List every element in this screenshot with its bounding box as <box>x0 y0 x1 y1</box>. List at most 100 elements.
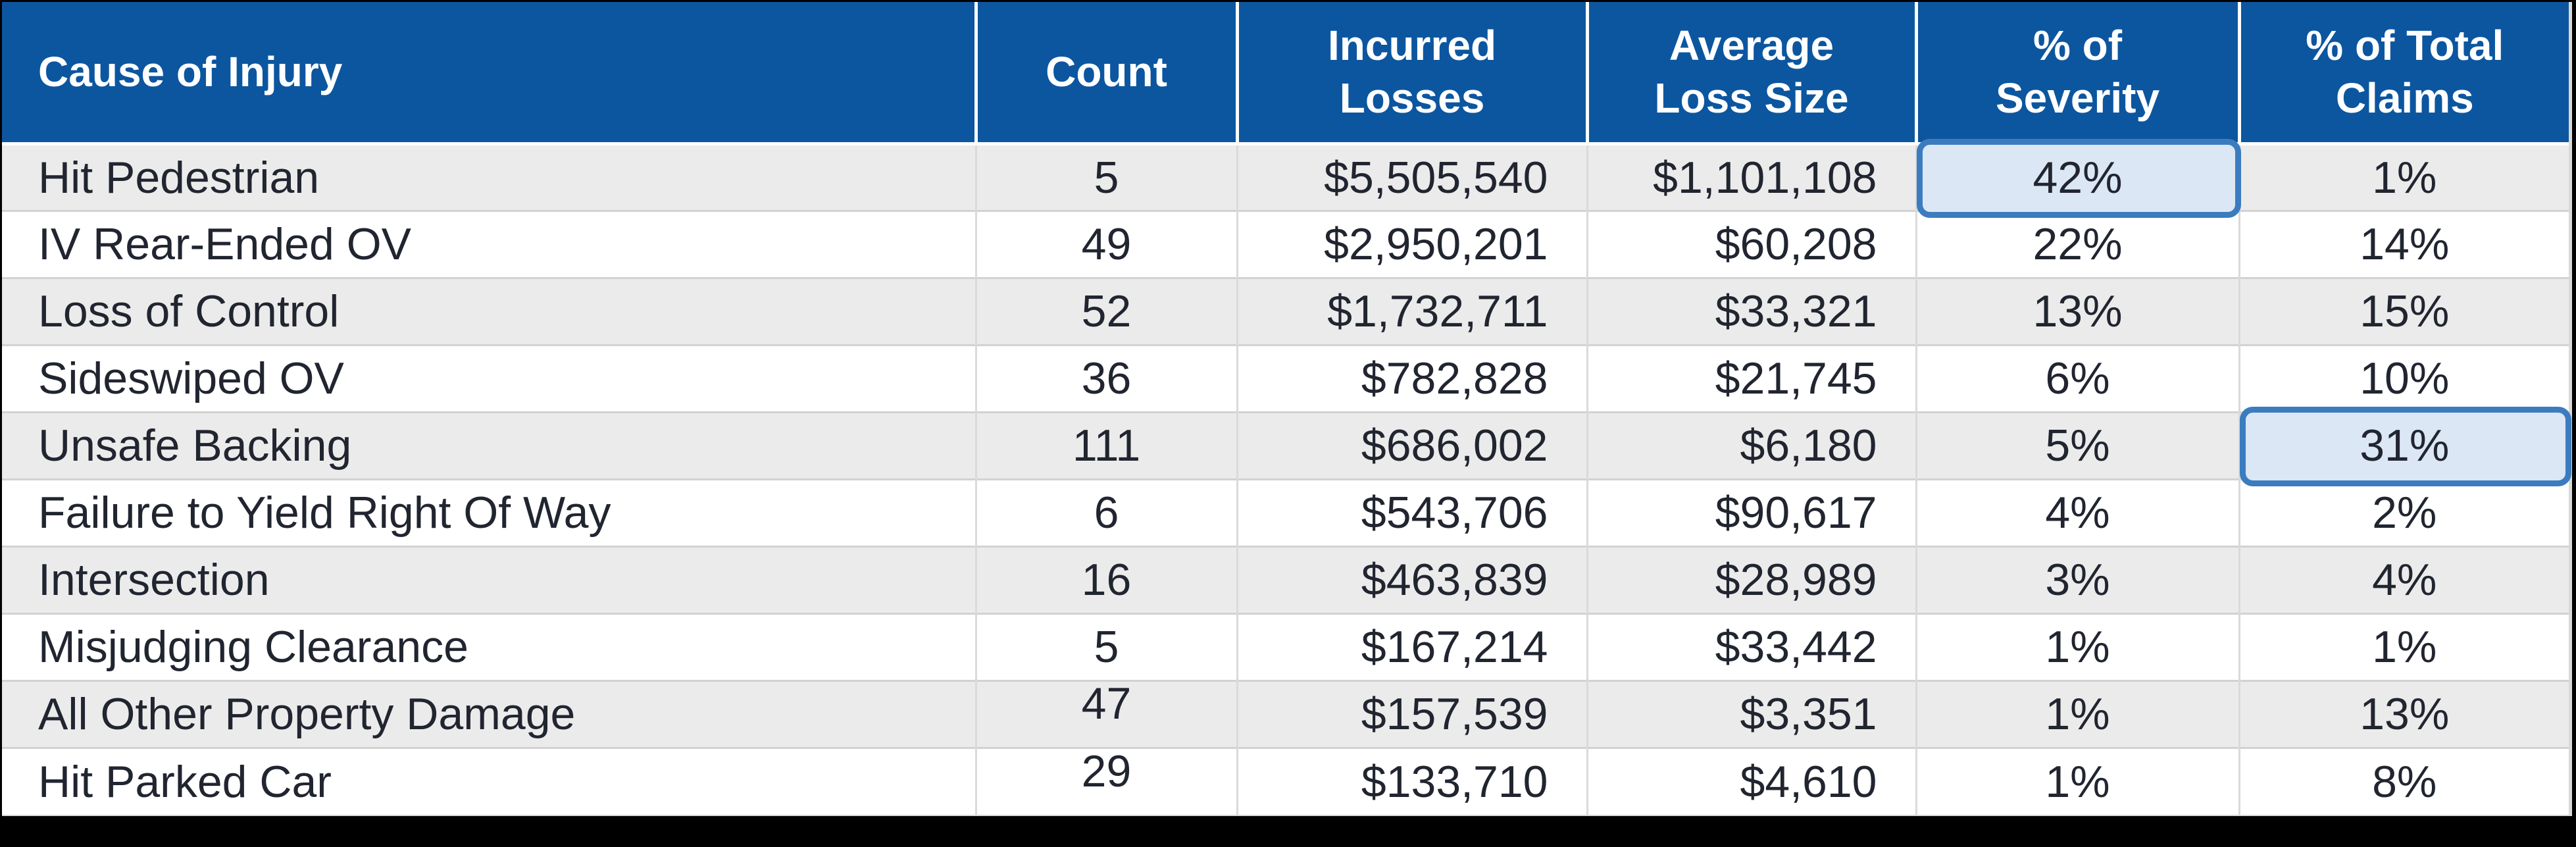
cell-severity[interactable]: 6% <box>1915 344 2239 412</box>
cell-count[interactable]: 6 <box>974 478 1237 546</box>
cell-severity[interactable]: 5% <box>1915 411 2239 479</box>
cell-value: $28,989 <box>1715 555 1877 605</box>
cell-incurred[interactable]: $463,839 <box>1236 545 1587 613</box>
cell-cause[interactable]: All Other Property Damage <box>2 679 976 748</box>
cell-count[interactable]: 5 <box>974 612 1237 680</box>
table-row: Sideswiped OV 36 $782,828 $21,745 6% 10% <box>2 344 2569 412</box>
cell-severity[interactable]: 13% <box>1915 276 2239 345</box>
cell-count[interactable]: 49 <box>974 209 1237 278</box>
cell-cause[interactable]: Failure to Yield Right Of Way <box>2 478 976 546</box>
cell-severity[interactable]: 1% <box>1915 746 2239 815</box>
column-header-label: % of Total Claims <box>2306 22 2504 122</box>
table-row: Loss of Control 52 $1,732,711 $33,321 13% 15% <box>2 276 2569 345</box>
cell-severity[interactable]: 4% <box>1915 478 2239 546</box>
cell-avg[interactable]: $33,442 <box>1586 612 1916 680</box>
cell-avg[interactable]: $3,351 <box>1586 679 1916 748</box>
cell-severity[interactable]: 1% <box>1915 612 2239 680</box>
cell-incurred[interactable]: $543,706 <box>1236 478 1587 546</box>
column-header-label: Cause of Injury <box>38 48 343 96</box>
cell-incurred[interactable]: $157,539 <box>1236 679 1587 748</box>
cell-incurred[interactable]: $133,710 <box>1236 746 1587 815</box>
table-body: Hit Pedestrian 5 $5,505,540 $1,101,108 42% 1%… <box>2 137 2573 815</box>
cell-value: 52 <box>1081 286 1132 336</box>
table-row: IV Rear-Ended OV 49 $2,950,201 $60,208 22% 14… <box>2 209 2569 278</box>
cell-avg[interactable]: $21,745 <box>1586 344 1916 412</box>
cell-incurred[interactable]: $167,214 <box>1236 612 1587 680</box>
cell-value: Unsafe Backing <box>38 421 352 471</box>
cell-claims[interactable]: 8% <box>2238 746 2569 815</box>
cell-claims[interactable]: 4% <box>2238 545 2569 613</box>
cell-count[interactable]: 36 <box>974 344 1237 412</box>
column-header-severity[interactable]: % of Severity <box>1914 2 2239 145</box>
cell-cause[interactable]: Unsafe Backing <box>2 411 976 479</box>
table-row: Failure to Yield Right Of Way 6 $543,706 $9… <box>2 478 2569 546</box>
cell-value: 15% <box>2360 286 2450 336</box>
cell-claims[interactable]: 10% <box>2238 344 2569 412</box>
cell-severity[interactable]: 42% <box>1915 137 2242 216</box>
column-header-claims[interactable]: % of Total Claims <box>2237 2 2569 145</box>
cell-count[interactable]: 47 <box>974 679 1237 748</box>
cell-value: 3% <box>2045 555 2110 605</box>
cell-value: 16 <box>1081 555 1132 605</box>
cell-incurred[interactable]: $686,002 <box>1236 411 1587 479</box>
cell-cause[interactable]: IV Rear-Ended OV <box>2 209 976 278</box>
column-header-count[interactable]: Count <box>974 2 1237 145</box>
cell-value: All Other Property Damage <box>38 689 576 739</box>
cell-cause[interactable]: Misjudging Clearance <box>2 612 976 680</box>
cell-claims[interactable]: 15% <box>2238 276 2569 345</box>
cell-incurred[interactable]: $782,828 <box>1236 344 1587 412</box>
cell-cause[interactable]: Hit Parked Car <box>2 746 976 815</box>
cell-avg[interactable]: $90,617 <box>1586 478 1916 546</box>
cell-cause[interactable]: Hit Pedestrian <box>2 143 976 211</box>
cell-severity[interactable]: 1% <box>1915 679 2239 748</box>
column-header-label: Incurred Losses <box>1327 22 1497 122</box>
cell-value: 31% <box>2360 421 2450 471</box>
cell-value: 1% <box>2045 622 2110 672</box>
cell-value: 2% <box>2372 488 2437 538</box>
cell-cause[interactable]: Loss of Control <box>2 276 976 345</box>
cell-count[interactable]: 52 <box>974 276 1237 345</box>
cell-value: $463,839 <box>1361 555 1548 605</box>
cell-value: $4,610 <box>1740 756 1877 807</box>
cell-claims[interactable]: 14% <box>2238 209 2569 278</box>
column-header-cause[interactable]: Cause of Injury <box>2 2 976 145</box>
cell-avg[interactable]: $1,101,108 <box>1586 143 1916 211</box>
cell-count[interactable]: 16 <box>974 545 1237 613</box>
table-row: Misjudging Clearance 5 $167,214 $33,442 1% 1% <box>2 612 2569 680</box>
cell-claims[interactable]: 1% <box>2238 612 2569 680</box>
cell-avg[interactable]: $6,180 <box>1586 411 1916 479</box>
column-header-avg[interactable]: Average Loss Size <box>1585 2 1916 145</box>
cell-count[interactable]: 111 <box>974 411 1237 479</box>
cell-value: 10% <box>2360 353 2450 403</box>
cell-value: $167,214 <box>1361 622 1548 672</box>
cell-avg[interactable]: $33,321 <box>1586 276 1916 345</box>
column-header-incurred[interactable]: Incurred Losses <box>1235 2 1587 145</box>
cell-value: $6,180 <box>1740 421 1877 471</box>
cell-value: Failure to Yield Right Of Way <box>38 488 611 538</box>
cell-cause[interactable]: Intersection <box>2 545 976 613</box>
cell-claims[interactable]: 1% <box>2238 143 2569 211</box>
cell-value: 1% <box>2372 622 2437 672</box>
cell-severity[interactable]: 3% <box>1915 545 2239 613</box>
injury-claims-table: Cause of Injury Count Incurred Losses Av… <box>2 2 2573 815</box>
cell-avg[interactable]: $28,989 <box>1586 545 1916 613</box>
cell-incurred[interactable]: $2,950,201 <box>1236 209 1587 278</box>
cell-count[interactable]: 29 <box>974 746 1237 815</box>
cell-cause[interactable]: Sideswiped OV <box>2 344 976 412</box>
cell-value: Sideswiped OV <box>38 353 344 403</box>
column-header-label: % of Severity <box>1995 22 2160 122</box>
cell-value: 5% <box>2045 421 2110 471</box>
cell-avg[interactable]: $60,208 <box>1586 209 1916 278</box>
cell-incurred[interactable]: $5,505,540 <box>1236 143 1587 211</box>
cell-claims[interactable]: 13% <box>2238 679 2569 748</box>
cell-avg[interactable]: $4,610 <box>1586 746 1916 815</box>
cell-value: 47 <box>1081 679 1132 729</box>
cell-value: 13% <box>2033 286 2123 336</box>
cell-claims[interactable]: 2% <box>2238 478 2569 546</box>
cell-severity[interactable]: 22% <box>1915 209 2239 278</box>
cell-claims[interactable]: 31% <box>2238 407 2573 487</box>
cell-value: 5 <box>1094 152 1119 203</box>
cell-value: $782,828 <box>1361 353 1548 403</box>
cell-count[interactable]: 5 <box>974 143 1237 211</box>
cell-incurred[interactable]: $1,732,711 <box>1236 276 1587 345</box>
